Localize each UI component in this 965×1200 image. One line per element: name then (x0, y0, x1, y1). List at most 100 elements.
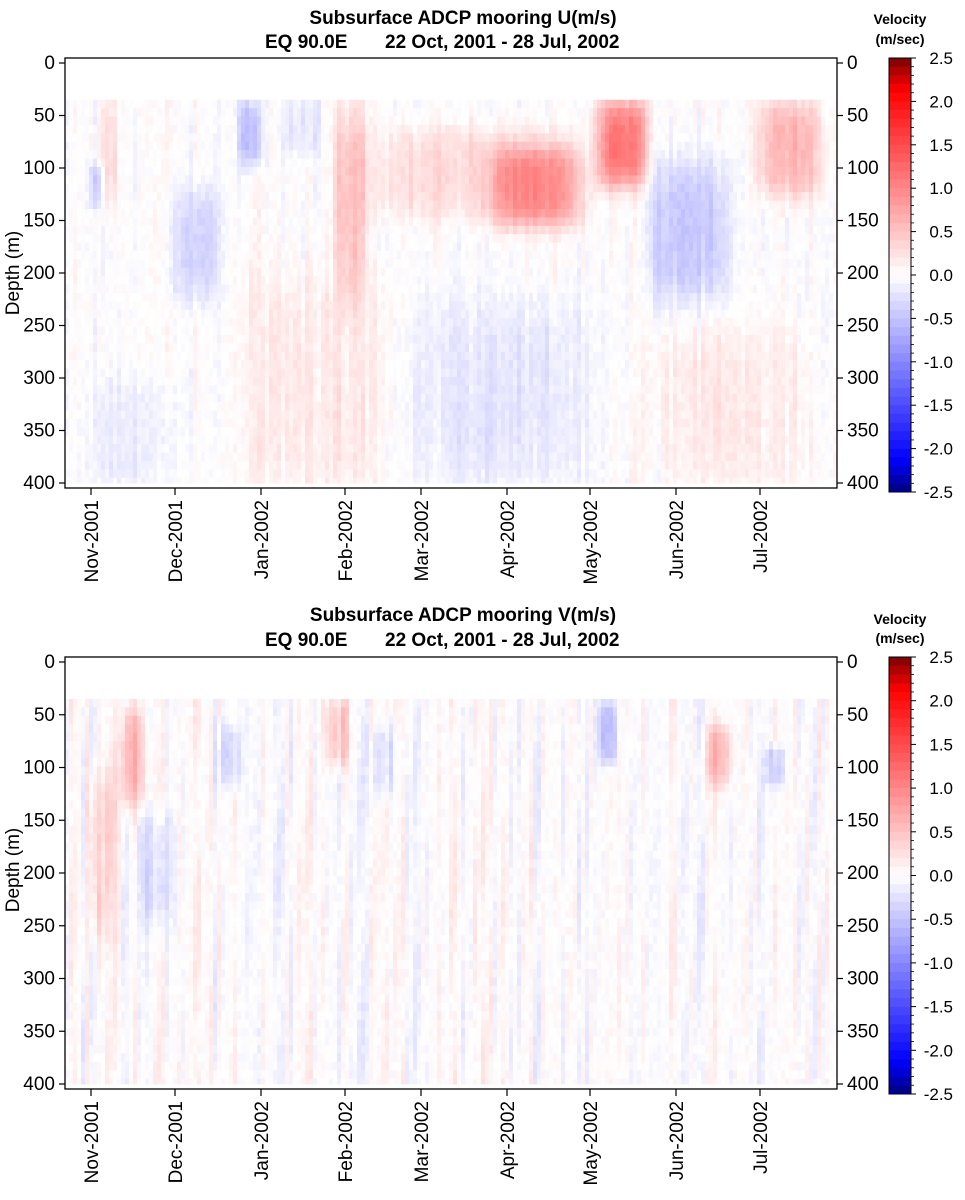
heatmap-cell (129, 334, 134, 344)
heatmap-cell (169, 175, 174, 185)
heatmap-cell (105, 99, 110, 109)
heatmap-cell (273, 175, 278, 185)
heatmap-cell (333, 276, 338, 285)
heatmap-cell (385, 99, 390, 109)
heatmap-cell (425, 192, 430, 201)
heatmap-cell (177, 183, 182, 193)
heatmap-cell (337, 133, 342, 143)
heatmap-cell (381, 452, 386, 462)
heatmap-cell (113, 166, 118, 176)
heatmap-cell (289, 334, 294, 344)
heatmap-cell (437, 376, 442, 386)
heatmap-cell (321, 267, 326, 277)
heatmap-cell (205, 402, 210, 411)
heatmap-cell (181, 460, 186, 470)
heatmap-cell (305, 402, 310, 411)
heatmap-cell (209, 292, 214, 302)
heatmap-cell (437, 192, 442, 201)
heatmap-cell (321, 318, 326, 327)
heatmap-cell (277, 393, 282, 403)
heatmap-cell (109, 318, 114, 327)
heatmap-cell (321, 368, 326, 378)
heatmap-cell (497, 141, 502, 151)
heatmap-cell (329, 234, 334, 243)
heatmap-cell (417, 444, 422, 453)
heatmap-cell (153, 225, 158, 235)
heatmap-cell (305, 276, 310, 285)
heatmap-cell (337, 166, 342, 176)
heatmap-cell (85, 343, 90, 353)
heatmap-cell (157, 158, 162, 168)
heatmap-cell (373, 477, 378, 484)
heatmap-cell (185, 141, 190, 151)
heatmap-cell (89, 175, 94, 185)
heatmap-cell (393, 208, 398, 218)
heatmap-cell (265, 326, 270, 336)
heatmap-cell (197, 166, 202, 176)
heatmap-cell (425, 267, 430, 277)
heatmap-cell (197, 99, 202, 109)
heatmap-cell (441, 410, 446, 420)
heatmap-cell (393, 334, 398, 344)
heatmap-cell (325, 150, 330, 159)
heatmap-cell (353, 242, 358, 252)
heatmap-cell (377, 99, 382, 109)
heatmap-cell (397, 435, 402, 445)
heatmap-cell (357, 150, 362, 159)
heatmap-cell (165, 334, 170, 344)
heatmap-cell (213, 250, 218, 260)
heatmap-cell (313, 301, 318, 311)
heatmap-cell (449, 318, 454, 327)
heatmap-cell (137, 444, 142, 453)
heatmap-cell (305, 133, 310, 143)
heatmap-cell (321, 116, 326, 126)
heatmap-cell (321, 460, 326, 470)
heatmap-cell (401, 368, 406, 378)
heatmap-cell (489, 402, 494, 411)
heatmap-cell (465, 166, 470, 176)
heatmap-cell (405, 334, 410, 344)
heatmap-cell (97, 318, 102, 327)
heatmap-cell (217, 225, 222, 235)
heatmap-cell (69, 225, 74, 235)
heatmap-cell (141, 225, 146, 235)
heatmap-cell (365, 343, 370, 353)
heatmap-cell (185, 418, 190, 428)
heatmap-cell (233, 385, 238, 395)
heatmap-cell (301, 418, 306, 428)
heatmap-cell (413, 410, 418, 420)
heatmap-cell (69, 250, 74, 260)
heatmap-cell (261, 469, 266, 479)
heatmap-cell (377, 259, 382, 269)
heatmap-cell (229, 418, 234, 428)
heatmap-cell (465, 276, 470, 285)
heatmap-cell (485, 318, 490, 327)
heatmap-cell (317, 234, 322, 243)
heatmap-cell (165, 410, 170, 420)
heatmap-cell (369, 301, 374, 311)
heatmap-cell (429, 360, 434, 369)
heatmap-cell (309, 309, 314, 319)
heatmap-cell (381, 284, 386, 294)
heatmap-cell (317, 452, 322, 462)
heatmap-cell (225, 284, 230, 294)
heatmap-cell (253, 469, 258, 479)
heatmap-cell (205, 460, 210, 470)
heatmap-cell (217, 334, 222, 344)
heatmap-cell (429, 368, 434, 378)
heatmap-cell (277, 242, 282, 252)
heatmap-cell (193, 124, 198, 134)
heatmap-cell (357, 116, 362, 126)
heatmap-cell (437, 150, 442, 159)
heatmap-cell (261, 376, 266, 386)
heatmap-cell (429, 133, 434, 143)
heatmap-cell (457, 402, 462, 411)
heatmap-cell (105, 208, 110, 218)
heatmap-cell (489, 225, 494, 235)
heatmap-cell (429, 351, 434, 361)
heatmap-cell (101, 99, 106, 109)
heatmap-cell (93, 477, 98, 484)
heatmap-cell (469, 427, 474, 437)
heatmap-cell (309, 183, 314, 193)
heatmap-cell (89, 343, 94, 353)
